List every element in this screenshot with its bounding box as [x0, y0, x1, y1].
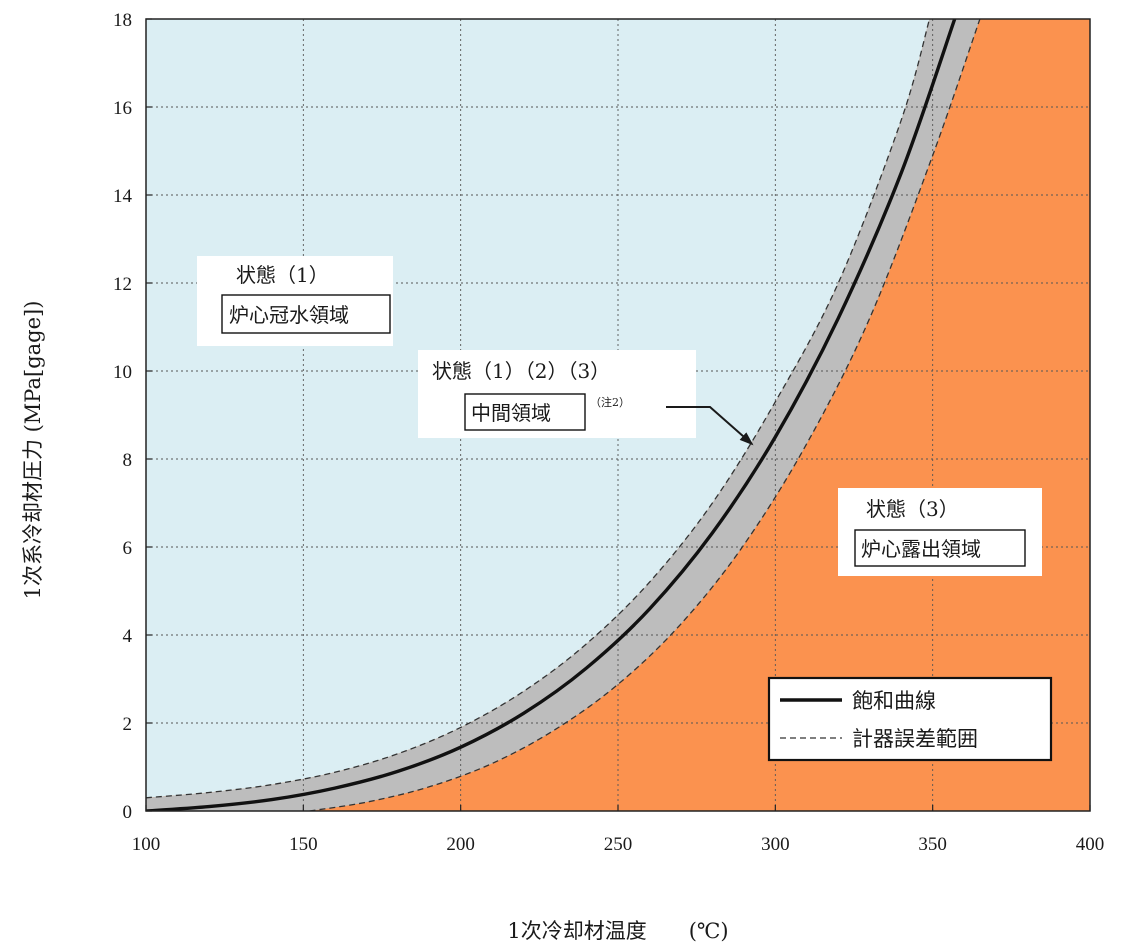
region-3-label: 炉心露出領域 — [861, 537, 981, 561]
y-tick-label: 18 — [113, 10, 132, 31]
x-tick-labels: 100 150 200 250 300 350 400 — [132, 805, 1105, 855]
saturation-curve — [146, 19, 957, 811]
x-tick-label: 250 — [604, 834, 633, 855]
error-band-fill — [146, 19, 980, 811]
y-tick-label: 10 — [113, 362, 132, 383]
y-tick-label: 14 — [113, 186, 133, 207]
legend-saturation-label: 飽和曲線 — [852, 689, 936, 713]
region-intermediate-title: 状態（1）（2）（3） — [432, 359, 610, 383]
x-tick-label: 350 — [918, 834, 947, 855]
region-3-title: 状態（3） — [866, 497, 959, 521]
region-intermediate-label: 中間領域 — [471, 401, 551, 425]
annotation-arrow — [666, 406, 754, 446]
y-tick-label: 4 — [123, 626, 133, 647]
annotation-region-intermediate: 状態（1）（2）（3） 中間領域 （注2） — [418, 350, 754, 446]
y-tick-label: 0 — [123, 802, 133, 823]
legend-error-range-label: 計器誤差範囲 — [852, 727, 978, 751]
x-axis-label: 1次冷却材温度 (℃) — [507, 919, 728, 943]
annotation-region-3: 状態（3） 炉心露出領域 — [838, 488, 1042, 576]
y-axis-label: 1次系冷却材圧力 (MPa[gage]) — [21, 301, 45, 600]
y-tick-label: 16 — [113, 98, 132, 119]
error-lower-line — [309, 19, 981, 811]
x-tick-label: 150 — [289, 834, 318, 855]
annotation-region-1: 状態（1） 炉心冠水領域 — [197, 256, 393, 346]
y-tick-label: 12 — [113, 274, 132, 295]
y-tick-label: 2 — [123, 714, 133, 735]
region-1-label: 炉心冠水領域 — [229, 303, 349, 327]
region-1-title: 状態（1） — [236, 263, 329, 287]
x-tick-label: 300 — [761, 834, 790, 855]
x-tick-label: 100 — [132, 834, 161, 855]
x-tick-label: 400 — [1076, 834, 1105, 855]
y-tick-labels: 0 2 4 6 8 10 12 14 16 18 — [113, 10, 152, 823]
y-tick-label: 6 — [123, 538, 133, 559]
region-intermediate-note: （注2） — [590, 395, 630, 409]
x-tick-label: 200 — [446, 834, 475, 855]
y-tick-label: 8 — [123, 450, 133, 471]
error-upper-line — [146, 19, 931, 799]
legend: 飽和曲線 計器誤差範囲 — [767, 676, 1053, 762]
